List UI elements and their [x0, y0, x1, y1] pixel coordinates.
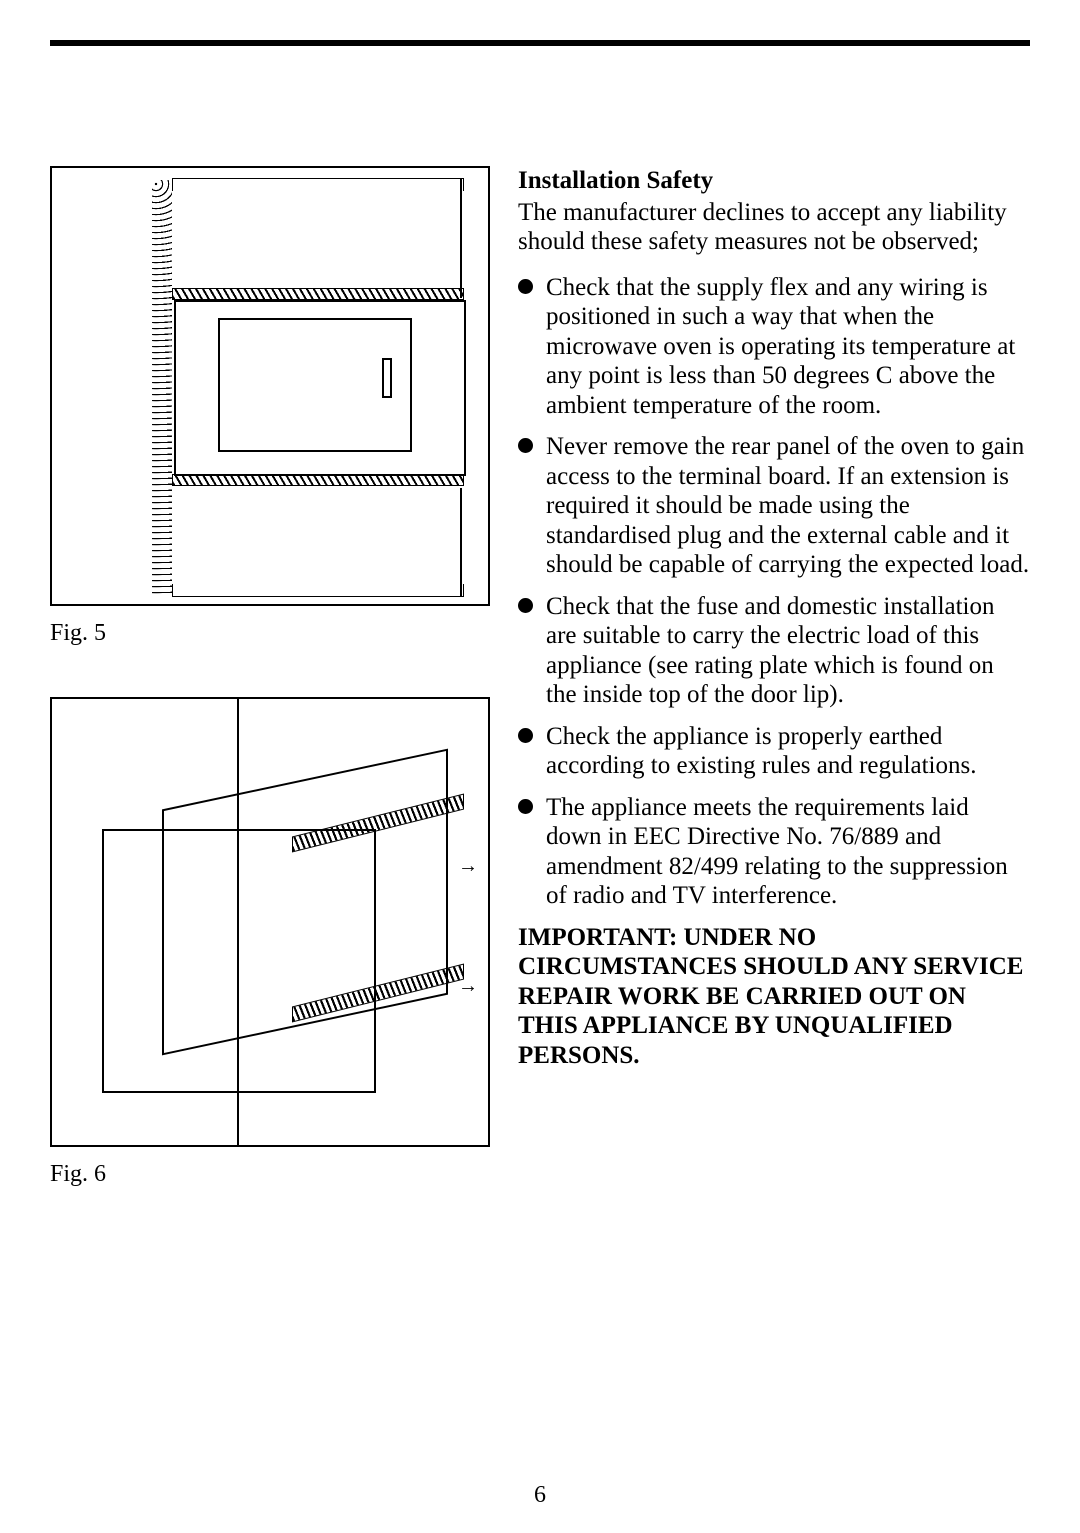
fig5-wall-hatch [152, 180, 172, 596]
fig5-shelf-bottom [172, 474, 464, 486]
bullet-item: Never remove the rear panel of the oven … [518, 432, 1030, 580]
bullet-item: Check that the fuse and domestic install… [518, 592, 1030, 710]
fig5-shelf-top [172, 288, 464, 300]
content-columns: Fig. 5 → → Fig. 6 Installation Safety Th… [50, 166, 1030, 1188]
important-notice: IMPORTANT: UNDER NO CIRCUMSTANCES SHOULD… [518, 923, 1030, 1071]
bullet-item: Check that the supply flex and any wirin… [518, 273, 1030, 421]
figure-5-label: Fig. 5 [50, 620, 490, 647]
safety-bullets: Check that the supply flex and any wirin… [518, 273, 1030, 911]
document-page: Fig. 5 → → Fig. 6 Installation Safety Th… [0, 0, 1080, 1533]
fig6-front-panel [102, 829, 376, 1093]
figure-6-label: Fig. 6 [50, 1161, 490, 1188]
fig5-side-line-top [460, 178, 462, 298]
figures-column: Fig. 5 → → Fig. 6 [50, 166, 490, 1188]
top-rule [50, 40, 1030, 46]
bullet-item: Check the appliance is properly earthed … [518, 722, 1030, 781]
page-number: 6 [0, 1482, 1080, 1509]
text-column: Installation Safety The manufacturer dec… [518, 166, 1030, 1188]
section-heading: Installation Safety [518, 166, 1030, 196]
fig5-side-line-bottom [460, 488, 462, 596]
intro-paragraph: The manufacturer declines to accept any … [518, 198, 1030, 257]
bullet-item: The appliance meets the requirements lai… [518, 793, 1030, 911]
fig5-handle [382, 358, 392, 398]
fig5-base-cap [172, 584, 464, 597]
fig5-top-cap [172, 178, 464, 191]
fig6-arrow-icon: → [458, 855, 478, 878]
figure-5 [50, 166, 490, 606]
fig6-arrow-icon: → [458, 975, 478, 998]
figure-6: → → [50, 697, 490, 1147]
